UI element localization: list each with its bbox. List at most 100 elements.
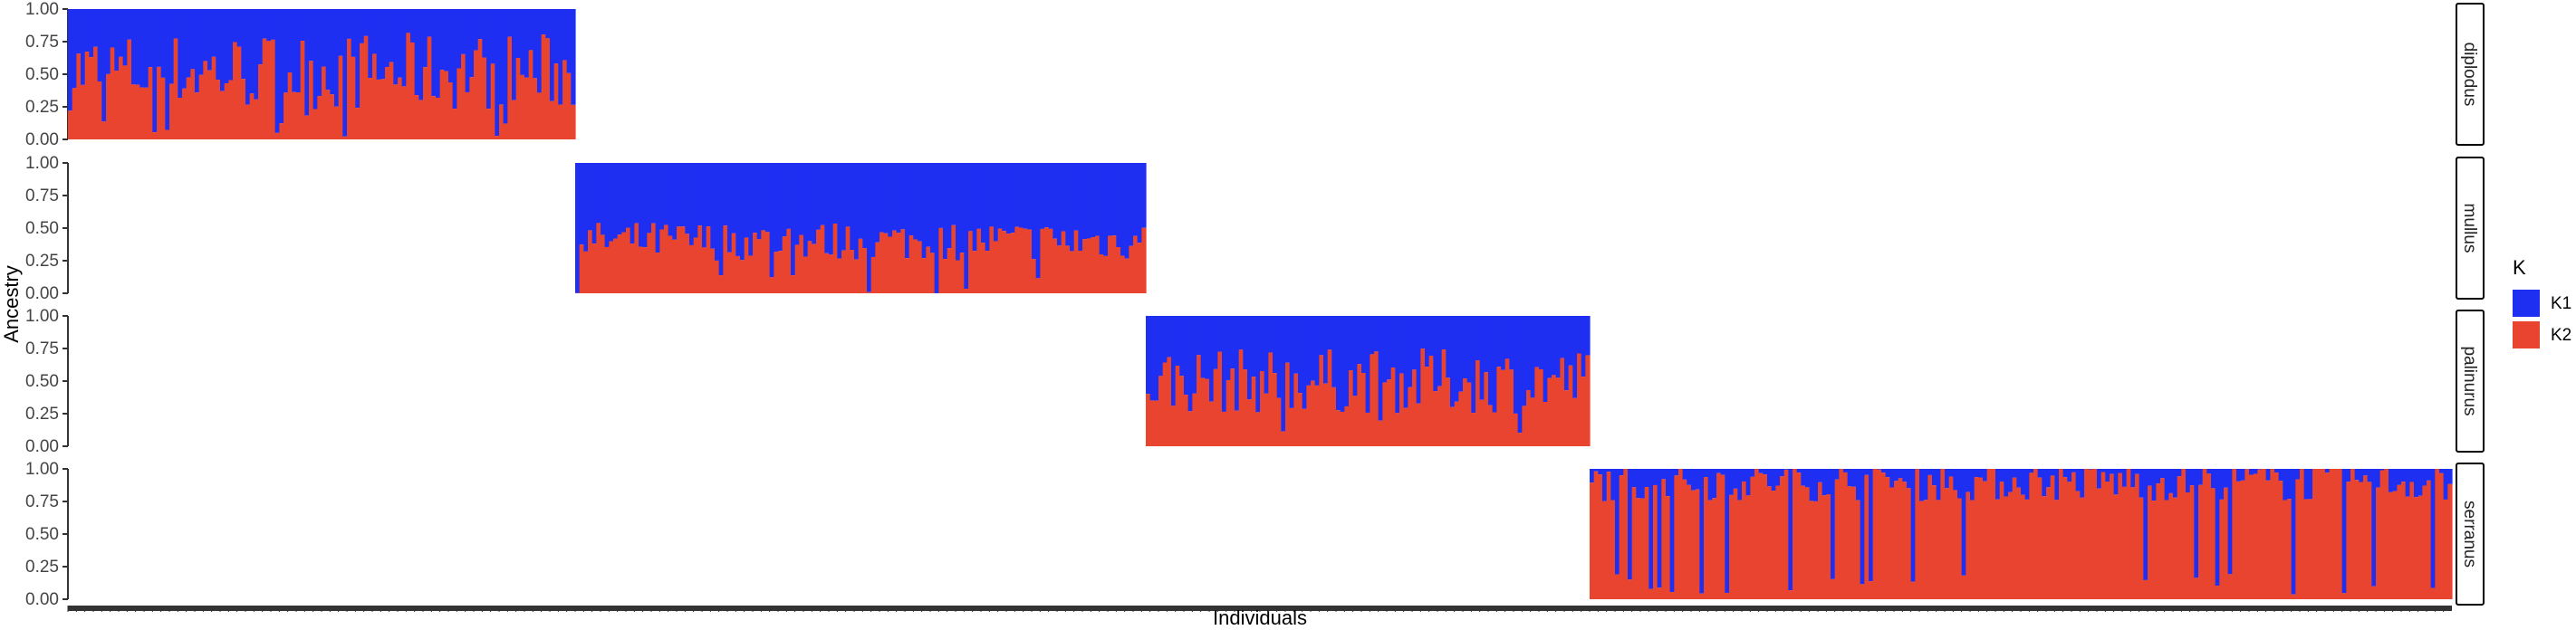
bar-K2	[1479, 399, 1485, 446]
bar-K1	[921, 163, 927, 259]
strip-box	[2456, 3, 2485, 146]
bar-K2	[342, 136, 348, 139]
bar-K2	[562, 60, 568, 139]
bar-K2	[1970, 500, 1975, 599]
bar-K1	[1653, 469, 1658, 485]
y-tick-label: 0.75	[25, 492, 59, 511]
bar-K1	[334, 9, 340, 107]
bar-K2	[1534, 367, 1540, 446]
bar-K1	[1361, 316, 1367, 374]
y-tick-label: 0.75	[25, 339, 59, 358]
bar-K2	[1289, 407, 1294, 446]
bar-K1	[1514, 316, 1519, 414]
bar-K2	[541, 34, 546, 139]
bar-K1	[812, 163, 817, 244]
bar-K2	[2215, 585, 2220, 599]
bar-K1	[528, 9, 533, 51]
bar-K2	[1745, 495, 1751, 599]
bar-K2	[2354, 480, 2360, 599]
bar-K1	[756, 163, 762, 240]
bar-K2	[2004, 496, 2009, 599]
bar-K1	[943, 163, 948, 260]
strip-box	[2456, 463, 2485, 606]
bar-K2	[245, 104, 251, 139]
bar-K2	[553, 63, 559, 139]
bar-K1	[976, 163, 982, 229]
bar-K1	[1078, 163, 1083, 252]
bar-K2	[664, 224, 669, 293]
bar-K2	[1831, 578, 1836, 599]
bar-K1	[1484, 316, 1489, 373]
bar-K1	[1120, 163, 1126, 256]
bar-K2	[1420, 348, 1426, 446]
bar-K2	[697, 225, 703, 293]
bar-K1	[1522, 316, 1527, 406]
bar-K1	[1230, 316, 1235, 369]
bar-K1	[385, 9, 390, 68]
bar-K2	[436, 97, 441, 139]
bar-K1	[870, 163, 876, 257]
bar-K1	[1720, 469, 1725, 475]
bar-K1	[2042, 469, 2047, 497]
bar-K2	[1053, 238, 1058, 293]
bar-K1	[309, 9, 314, 62]
y-tick-label: 0.25	[25, 558, 59, 577]
bar-K2	[2194, 578, 2199, 599]
bar-K2	[1919, 501, 1925, 599]
bar-K1	[575, 163, 581, 293]
bar-K1	[474, 9, 479, 51]
bar-K1	[959, 163, 965, 253]
bar-K2	[1907, 488, 1912, 599]
bar-K2	[2224, 487, 2229, 599]
bar-K1	[135, 9, 140, 85]
bar-K1	[1539, 316, 1544, 369]
bar-K1	[157, 9, 162, 67]
bar-K2	[401, 86, 407, 139]
bar-K1	[748, 163, 754, 256]
bar-K2	[1331, 387, 1337, 446]
y-tick-label: 1.00	[25, 307, 59, 326]
legend-swatch	[2513, 321, 2540, 348]
bar-K1	[2016, 469, 2022, 488]
bar-K1	[1666, 469, 1671, 497]
bar-K1	[1978, 469, 1984, 478]
bar-K1	[1395, 316, 1400, 414]
bar-K1	[2439, 469, 2445, 473]
bar-K2	[287, 72, 293, 139]
bar-K2	[1509, 369, 1514, 446]
bar-K1	[106, 9, 111, 74]
bar-K1	[888, 163, 893, 237]
bar-K2	[1133, 235, 1139, 293]
bar-K2	[2447, 483, 2453, 599]
bar-K2	[1572, 397, 1578, 446]
bar-K2	[2295, 479, 2301, 599]
bar-K1	[2062, 469, 2068, 478]
bar-K1	[829, 163, 834, 255]
bar-K2	[2211, 488, 2216, 599]
strip-palinurus: palinurus	[2456, 310, 2485, 453]
bar-K1	[520, 9, 525, 75]
bar-K1	[490, 9, 495, 64]
bar-K2	[579, 244, 584, 293]
bar-K2	[1585, 355, 1591, 446]
bar-K1	[190, 9, 196, 70]
bar-K1	[2046, 469, 2052, 488]
bar-K2	[803, 256, 809, 293]
bar-K1	[1590, 469, 1595, 483]
bar-K2	[2122, 486, 2128, 599]
bar-K2	[1251, 377, 1256, 446]
bar-K1	[1847, 469, 1852, 487]
bar-K2	[186, 77, 191, 139]
bar-K1	[883, 163, 889, 234]
bar-K1	[1585, 316, 1591, 356]
bar-K1	[1433, 316, 1438, 392]
bar-K2	[2189, 485, 2195, 599]
bar-K2	[930, 253, 936, 293]
bar-K2	[1298, 393, 1303, 446]
bar-K2	[1264, 393, 1269, 446]
bar-K1	[2160, 469, 2166, 479]
bar-K1	[1466, 316, 1472, 383]
bar-K1	[1783, 469, 1789, 470]
bar-K2	[1902, 482, 1908, 599]
bar-K1	[347, 9, 352, 39]
